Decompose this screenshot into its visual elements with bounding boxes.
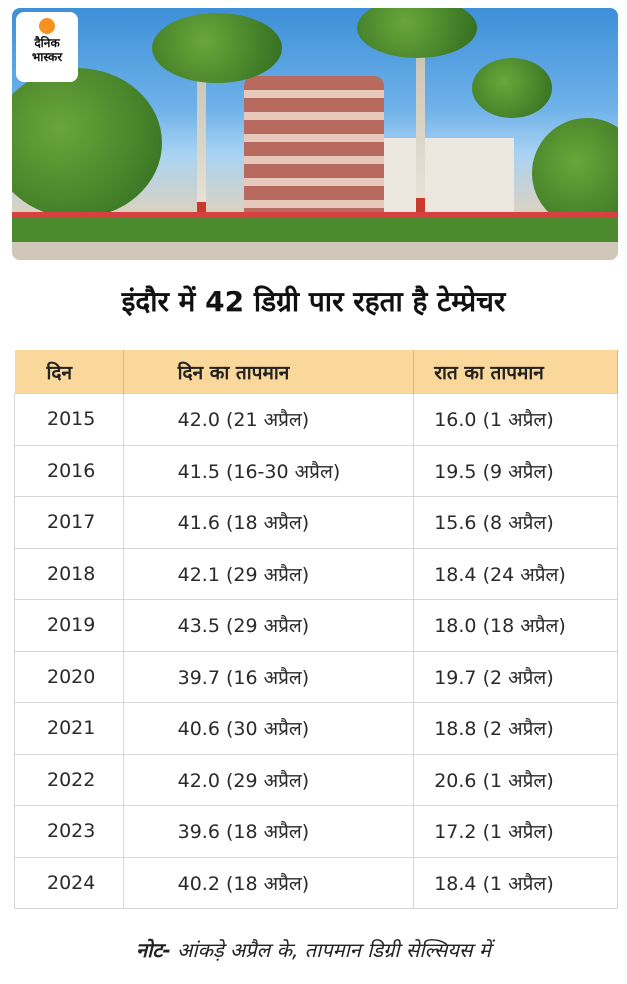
night-temp-cell: 18.8 (2 अप्रैल) bbox=[413, 702, 618, 755]
year-cell: 2019 bbox=[14, 599, 124, 652]
year-cell: 2017 bbox=[14, 496, 124, 549]
palm-trunk bbox=[416, 38, 425, 238]
day-temp-cell: 41.5 (16-30 अप्रैल) bbox=[122, 444, 415, 497]
night-temp-cell: 18.0 (18 अप्रैल) bbox=[413, 599, 618, 652]
dainik-bhaskar-logo: दैनिक भास्कर bbox=[16, 12, 78, 82]
table-row: 2016 41.5 (16-30 अप्रैल) 19.5 (9 अप्रैल) bbox=[14, 444, 618, 497]
night-temp-cell: 16.0 (1 अप्रैल) bbox=[413, 393, 618, 446]
night-temp-cell: 19.5 (9 अप्रैल) bbox=[413, 444, 618, 497]
table-row: 2015 42.0 (21 अप्रैल) 16.0 (1 अप्रैल) bbox=[14, 393, 618, 446]
sun-icon bbox=[39, 18, 55, 34]
logo-line-1: दैनिक bbox=[34, 36, 60, 50]
year-cell: 2022 bbox=[14, 753, 124, 806]
palm-crown bbox=[357, 8, 477, 58]
night-temp-cell: 15.6 (8 अप्रैल) bbox=[413, 496, 618, 549]
night-temp-cell: 19.7 (2 अप्रैल) bbox=[413, 650, 618, 703]
year-cell: 2016 bbox=[14, 444, 124, 497]
header-year: दिन bbox=[14, 350, 124, 394]
night-temp-cell: 20.6 (1 अप्रैल) bbox=[413, 753, 618, 806]
table-row: 2024 40.2 (18 अप्रैल) 18.4 (1 अप्रैल) bbox=[14, 856, 618, 909]
page-title: इंदौर में 42 डिग्री पार रहता है टेम्प्रे… bbox=[121, 285, 506, 318]
day-temp-cell: 39.7 (16 अप्रैल) bbox=[122, 650, 415, 703]
table-row: 2019 43.5 (29 अप्रैल) 18.0 (18 अप्रैल) bbox=[14, 599, 618, 652]
temperature-table: दिन दिन का तापमान रात का तापमान 2015 42.0… bbox=[14, 350, 618, 909]
table-row: 2020 39.7 (16 अप्रैल) 19.7 (2 अप्रैल) bbox=[14, 650, 618, 703]
day-temp-cell: 42.0 (21 अप्रैल) bbox=[122, 393, 415, 446]
year-cell: 2018 bbox=[14, 547, 124, 600]
table-row: 2017 41.6 (18 अप्रैल) 15.6 (8 अप्रैल) bbox=[14, 496, 618, 549]
day-temp-cell: 40.6 (30 अप्रैल) bbox=[122, 702, 415, 755]
palm-crown bbox=[472, 58, 552, 118]
logo-line-2: भास्कर bbox=[31, 50, 63, 64]
table-row: 2023 39.6 (18 अप्रैल) 17.2 (1 अप्रैल) bbox=[14, 805, 618, 858]
note-text: आंकड़े अप्रैल के, तापमान डिग्री सेल्सियस… bbox=[170, 938, 491, 962]
header-day-temp: दिन का तापमान bbox=[123, 350, 415, 394]
tree bbox=[12, 68, 162, 218]
year-cell: 2024 bbox=[14, 856, 124, 909]
palm-trunk bbox=[197, 58, 206, 238]
night-temp-cell: 17.2 (1 अप्रैल) bbox=[413, 805, 618, 858]
table-row: 2022 42.0 (29 अप्रैल) 20.6 (1 अप्रैल) bbox=[14, 753, 618, 806]
palace-building bbox=[244, 76, 384, 226]
day-temp-cell: 39.6 (18 अप्रैल) bbox=[122, 805, 415, 858]
day-temp-cell: 40.2 (18 अप्रैल) bbox=[122, 856, 415, 909]
night-temp-cell: 18.4 (1 अप्रैल) bbox=[413, 856, 618, 909]
year-cell: 2015 bbox=[14, 393, 124, 446]
table-row: 2018 42.1 (29 अप्रैल) 18.4 (24 अप्रैल) bbox=[14, 547, 618, 600]
table-header-row: दिन दिन का तापमान रात का तापमान bbox=[14, 350, 618, 394]
header-photo: दैनिक भास्कर bbox=[12, 8, 618, 260]
day-temp-cell: 41.6 (18 अप्रैल) bbox=[122, 496, 415, 549]
day-temp-cell: 43.5 (29 अप्रैल) bbox=[122, 599, 415, 652]
header-night-temp: रात का तापमान bbox=[413, 350, 618, 394]
year-cell: 2020 bbox=[14, 650, 124, 703]
day-temp-cell: 42.0 (29 अप्रैल) bbox=[122, 753, 415, 806]
year-cell: 2023 bbox=[14, 805, 124, 858]
palm-crown bbox=[152, 13, 282, 83]
tree bbox=[532, 118, 618, 228]
footnote: नोट- आंकड़े अप्रैल के, तापमान डिग्री सेल… bbox=[0, 936, 627, 963]
night-temp-cell: 18.4 (24 अप्रैल) bbox=[413, 547, 618, 600]
day-temp-cell: 42.1 (29 अप्रैल) bbox=[122, 547, 415, 600]
table-row: 2021 40.6 (30 अप्रैल) 18.8 (2 अप्रैल) bbox=[14, 702, 618, 755]
note-label: नोट- bbox=[136, 938, 171, 962]
garden-ground bbox=[12, 212, 618, 260]
year-cell: 2021 bbox=[14, 702, 124, 755]
